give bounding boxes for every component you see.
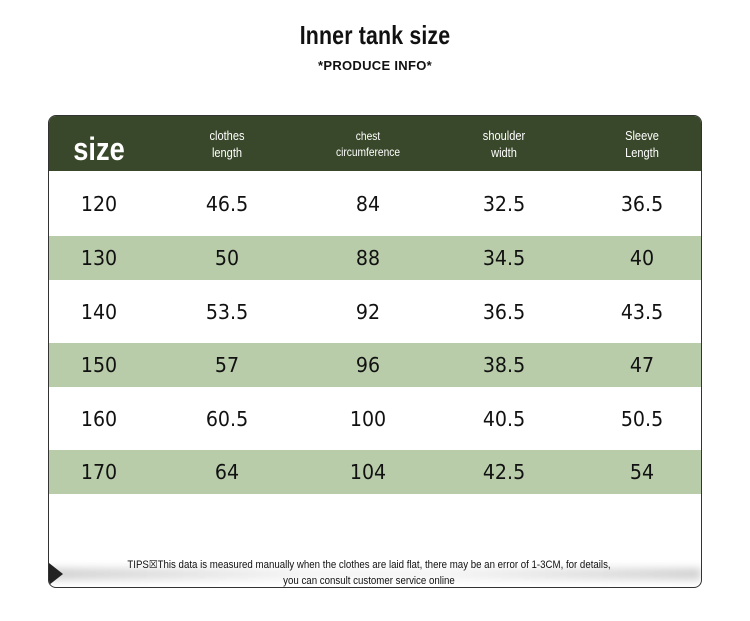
table-row: 140 53.5 92 36.5 43.5 bbox=[49, 290, 701, 334]
cell-clothes-length: 57 bbox=[214, 353, 240, 377]
cell-sleeve-length: 36.5 bbox=[620, 192, 664, 216]
header-label-line1: chest bbox=[355, 128, 381, 143]
cell-clothes-length: 46.5 bbox=[205, 192, 249, 216]
cell-chest-circumference: 84 bbox=[355, 192, 381, 216]
header-size-label: size bbox=[73, 131, 125, 167]
header-label-line1: Sleeve bbox=[625, 127, 659, 143]
tips-separator: ☒ bbox=[148, 559, 158, 571]
cell-shoulder-width: 40.5 bbox=[482, 407, 526, 431]
table-row: 160 60.5 100 40.5 50.5 bbox=[49, 397, 701, 441]
header-clothes-length: clothes length bbox=[185, 116, 270, 171]
cell-chest-circumference: 96 bbox=[355, 353, 381, 377]
cell-shoulder-width: 38.5 bbox=[482, 353, 526, 377]
cell-chest-circumference: 88 bbox=[355, 246, 381, 270]
cell-clothes-length: 60.5 bbox=[205, 407, 249, 431]
cell-size: 130 bbox=[80, 246, 118, 270]
header-shoulder-width: shoulder width bbox=[462, 116, 547, 171]
header-label-line2: circumference bbox=[335, 144, 401, 159]
cell-shoulder-width: 36.5 bbox=[482, 300, 526, 324]
cell-sleeve-length: 47 bbox=[629, 353, 655, 377]
cell-size: 150 bbox=[80, 353, 118, 377]
table-row: 170 64 104 42.5 54 bbox=[49, 450, 701, 494]
table-row: 130 50 88 34.5 40 bbox=[49, 236, 701, 280]
triangle-pointer-icon bbox=[49, 563, 63, 585]
cell-chest-circumference: 104 bbox=[349, 460, 387, 484]
cell-sleeve-length: 43.5 bbox=[620, 300, 664, 324]
page-title: Inner tank size bbox=[299, 20, 451, 50]
table-row: 150 57 96 38.5 47 bbox=[49, 343, 701, 387]
cell-size: 140 bbox=[80, 300, 118, 324]
cell-shoulder-width: 32.5 bbox=[482, 192, 526, 216]
size-chart-card: size clothes length chest circumference … bbox=[48, 115, 702, 588]
cell-clothes-length: 64 bbox=[214, 460, 240, 484]
cell-size: 120 bbox=[80, 192, 118, 216]
header-label-line2: Length bbox=[625, 144, 659, 160]
cell-sleeve-length: 50.5 bbox=[620, 407, 664, 431]
page-subtitle: *PRODUCE INFO* bbox=[318, 58, 432, 73]
tips-text: This data is measured manually when the … bbox=[157, 559, 611, 587]
header-label-line2: width bbox=[491, 144, 517, 160]
cell-clothes-length: 50 bbox=[214, 246, 240, 270]
cell-size: 160 bbox=[80, 407, 118, 431]
header-sleeve-length: Sleeve Length bbox=[600, 116, 685, 171]
tips-label: TIPS bbox=[127, 559, 149, 571]
header-label-line1: clothes bbox=[209, 127, 245, 143]
cell-size: 170 bbox=[80, 460, 118, 484]
table-row: 120 46.5 84 32.5 36.5 bbox=[49, 182, 701, 226]
cell-sleeve-length: 40 bbox=[629, 246, 655, 270]
header-label-line1: shoulder bbox=[482, 127, 526, 143]
cell-shoulder-width: 42.5 bbox=[482, 460, 526, 484]
tips-shadow-bar bbox=[49, 568, 701, 580]
cell-chest-circumference: 92 bbox=[355, 300, 381, 324]
tips-note: TIPS☒This data is measured manually when… bbox=[123, 557, 616, 587]
header-chest-circumference: chest circumference bbox=[321, 116, 415, 171]
header-size: size bbox=[65, 116, 133, 171]
cell-chest-circumference: 100 bbox=[349, 407, 387, 431]
cell-clothes-length: 53.5 bbox=[205, 300, 249, 324]
cell-sleeve-length: 54 bbox=[629, 460, 655, 484]
header-label-line2: length bbox=[211, 144, 243, 160]
cell-shoulder-width: 34.5 bbox=[482, 246, 526, 270]
table-header: size clothes length chest circumference … bbox=[49, 116, 701, 171]
